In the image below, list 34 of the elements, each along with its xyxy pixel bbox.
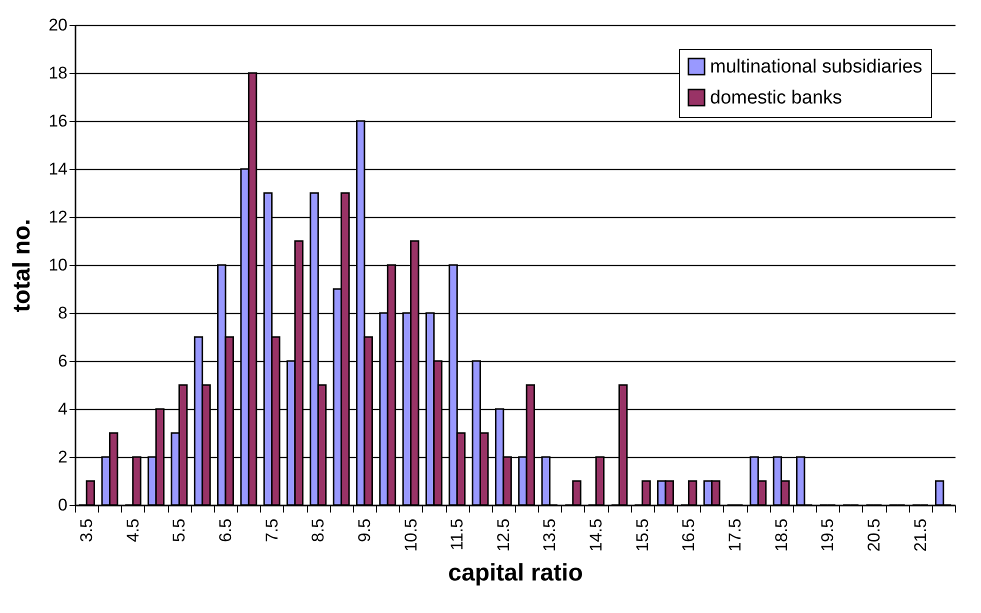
legend-label: multinational subsidiaries bbox=[710, 56, 922, 78]
x-tick-label: 17.5 bbox=[726, 518, 744, 552]
x-tick-label: 13.5 bbox=[540, 518, 560, 552]
y-tick-label: 6 bbox=[58, 352, 68, 370]
y-tick-label: 8 bbox=[58, 304, 68, 322]
x-tick-label: 14.5 bbox=[586, 518, 606, 552]
x-tick-label: 19.5 bbox=[818, 518, 838, 552]
x-tick-label: 3.5 bbox=[77, 518, 96, 542]
y-tick-label: 20 bbox=[48, 16, 68, 34]
x-tick-label: 7.5 bbox=[262, 518, 282, 542]
x-tick-label: 15.5 bbox=[632, 518, 652, 552]
x-tick-label: 4.5 bbox=[123, 518, 142, 542]
x-tick-label: 5.5 bbox=[170, 518, 189, 542]
y-tick-label: 16 bbox=[48, 112, 68, 130]
y-tick-label: 2 bbox=[58, 448, 68, 466]
x-tick-label: 20.5 bbox=[864, 518, 884, 552]
x-tick-label: 12.5 bbox=[494, 518, 513, 552]
y-tick-label: 14 bbox=[48, 160, 68, 178]
y-tick-label: 4 bbox=[58, 400, 68, 418]
legend-label: domestic banks bbox=[710, 88, 842, 108]
y-axis-title: total no. bbox=[8, 218, 36, 312]
x-tick-label: 6.5 bbox=[216, 518, 236, 542]
x-tick-label: 9.5 bbox=[354, 518, 374, 542]
x-tick-label: 16.5 bbox=[679, 518, 698, 552]
x-tick-label: 11.5 bbox=[448, 518, 467, 550]
x-tick-label: 8.5 bbox=[308, 518, 328, 542]
x-tick-label: 10.5 bbox=[401, 518, 420, 552]
x-tick-label: 18.5 bbox=[772, 518, 791, 552]
y-tick-label: 18 bbox=[48, 64, 68, 82]
x-axis-title: capital ratio bbox=[448, 560, 583, 587]
y-tick-label: 12 bbox=[48, 208, 68, 226]
y-tick-label: 0 bbox=[58, 496, 68, 514]
y-tick-label: 10 bbox=[48, 256, 68, 274]
x-tick-label: 21.5 bbox=[910, 518, 930, 552]
